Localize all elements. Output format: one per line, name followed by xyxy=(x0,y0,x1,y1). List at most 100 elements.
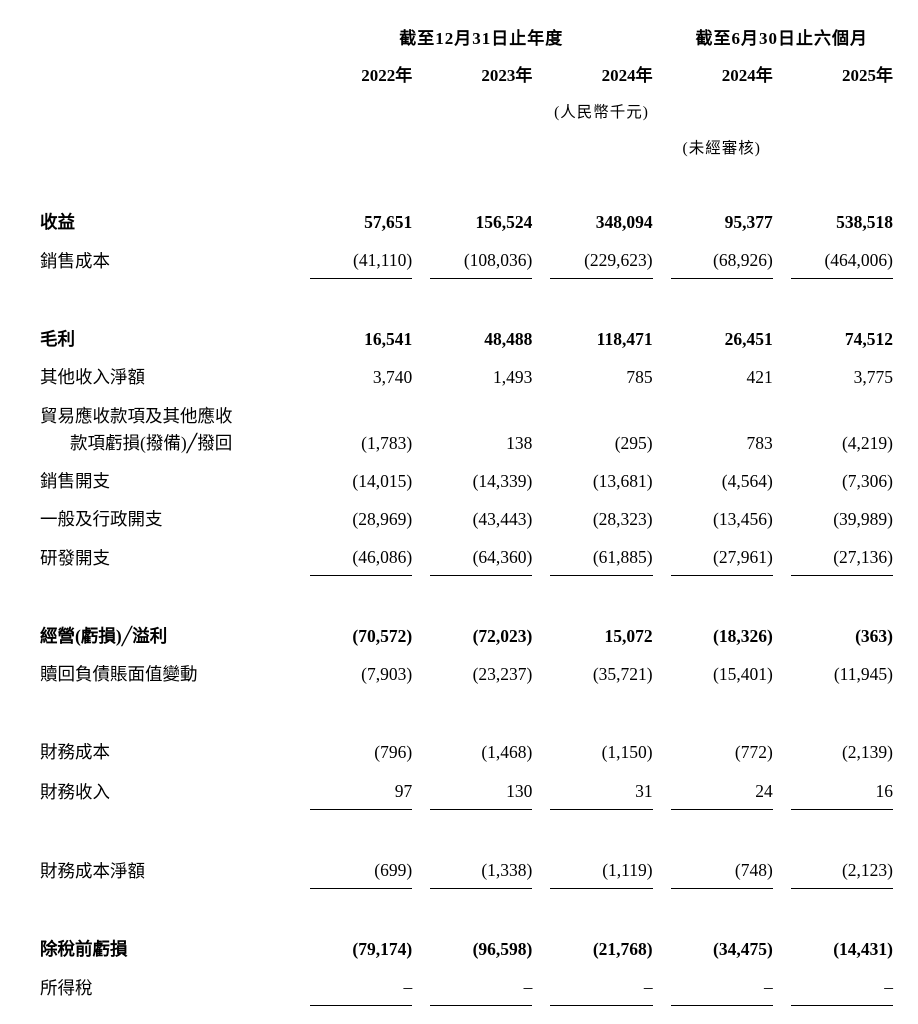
row-value: (61,885) xyxy=(550,544,653,577)
row-value: (15,401) xyxy=(713,664,773,685)
row-value: – xyxy=(430,974,533,1006)
year-header-2025-interim: 2025年 xyxy=(841,66,893,85)
row-value: (70,572) xyxy=(352,626,413,647)
row-value: 74,512 xyxy=(844,329,893,350)
row-value: – xyxy=(790,974,893,1006)
row-spacer xyxy=(40,279,893,319)
year-header-2023: 2023年 xyxy=(481,66,533,85)
row-label: 銷售成本 xyxy=(40,251,110,272)
row-value: (27,961) xyxy=(670,544,773,577)
row-value: 783 xyxy=(746,432,773,453)
table-row: 財務收入 97 130 31 24 16 xyxy=(40,771,893,810)
row-value: (4,219) xyxy=(841,432,893,453)
row-value: (28,969) xyxy=(352,508,413,529)
row-value: 16,541 xyxy=(364,329,413,350)
row-value: (748) xyxy=(670,857,773,889)
table-row: 銷售成本 (41,110) (108,036) (229,623) (68,926) (4… xyxy=(40,240,893,280)
row-value: (1,150) xyxy=(601,742,653,763)
table-row: 所得稅 – – – – – xyxy=(40,967,893,1006)
row-value: (1,783) xyxy=(361,432,413,453)
row-value: (4,564) xyxy=(721,470,773,491)
row-value: (1,119) xyxy=(550,857,653,889)
row-label: 經營(虧損)╱溢利 xyxy=(40,626,168,647)
row-value: 138 xyxy=(506,432,533,453)
row-value: (796) xyxy=(374,742,413,763)
row-value: 26,451 xyxy=(724,329,773,350)
table-row: 毛利 16,541 48,488 118,471 26,451 74,512 xyxy=(40,319,893,357)
table-body: 收益 57,651 156,524 348,094 95,377 538,518 銷售成本 (… xyxy=(40,202,893,1024)
row-value: 15,072 xyxy=(604,626,653,647)
table-row: 財務成本淨額 (699) (1,338) (1,119) (748) (2,123) xyxy=(40,850,893,889)
row-value: (108,036) xyxy=(430,247,533,280)
row-value: (14,431) xyxy=(833,938,893,959)
table-row: 銷售開支 (14,015) (14,339) (13,681) (4,564) (7,30… xyxy=(40,461,893,499)
row-label: 其他收入淨額 xyxy=(40,367,145,388)
row-value: 95,377 xyxy=(724,212,773,232)
row-value: (1,468) xyxy=(481,742,533,763)
row-value: (21,768) xyxy=(592,938,653,959)
row-value: (1,338) xyxy=(430,857,533,889)
row-label: 研發開支 xyxy=(40,548,110,568)
row-label: 銷售開支 xyxy=(40,470,110,491)
row-value: – xyxy=(670,974,773,1006)
row-spacer xyxy=(40,692,893,732)
row-value: (96,598) xyxy=(472,938,533,959)
row-value: 118,471 xyxy=(596,329,653,350)
row-value: (295) xyxy=(614,432,653,453)
row-value: (2,123) xyxy=(790,857,893,889)
row-value: 130 xyxy=(430,778,533,810)
row-value: (464,006) xyxy=(790,247,893,280)
table-header: 截至12月31日止年度 截至6月30日止六個月 2022年 2023年 2024… xyxy=(40,24,893,158)
row-value: 3,740 xyxy=(372,367,413,388)
row-value: (41,110) xyxy=(310,247,413,280)
table-row: 其他收入淨額 3,740 1,493 785 421 3,775 xyxy=(40,357,893,395)
row-value: (18,326) xyxy=(713,626,773,647)
row-value: (28,323) xyxy=(592,508,653,529)
table-row: 贖回負債賬面值變動 (7,903) (23,237) (35,721) (15,401)… xyxy=(40,654,893,692)
period-group-interim: 截至6月30日止六個月 xyxy=(695,29,869,48)
row-spacer xyxy=(40,810,893,850)
row-value: 421 xyxy=(746,367,773,388)
row-label: 一般及行政開支 xyxy=(40,508,163,529)
row-value: – xyxy=(310,974,413,1006)
row-value: (13,681) xyxy=(592,470,653,491)
row-value: 1,493 xyxy=(493,367,533,388)
row-value: (72,023) xyxy=(472,626,533,647)
table-row: 貿易應收款項及其他應收 款項虧損(撥備)╱撥回 (1,783) 138 (295) 783… xyxy=(40,396,893,461)
row-value: (79,174) xyxy=(352,938,413,959)
table-row: 財務成本 (796) (1,468) (1,150) (772) (2,139) xyxy=(40,732,893,770)
row-value: (229,623) xyxy=(550,247,653,280)
row-value: (39,989) xyxy=(833,508,893,529)
table-row: 研發開支 (46,086) (64,360) (61,885) (27,961) (27,… xyxy=(40,537,893,577)
row-value: (23,237) xyxy=(472,664,533,685)
row-spacer xyxy=(40,889,893,929)
row-value: (43,443) xyxy=(472,508,533,529)
row-label: 毛利 xyxy=(40,329,75,350)
year-header-2022: 2022年 xyxy=(361,66,413,85)
row-value: (772) xyxy=(734,742,773,763)
row-value: (2,139) xyxy=(841,742,893,763)
row-value: (14,015) xyxy=(352,470,413,491)
row-value: 785 xyxy=(626,367,653,388)
row-spacer xyxy=(40,576,893,616)
row-label: 財務收入 xyxy=(40,781,110,802)
row-value: (27,136) xyxy=(790,544,893,577)
row-label: 贖回負債賬面值變動 xyxy=(40,664,198,685)
row-value: 31 xyxy=(550,778,653,810)
row-value: – xyxy=(550,974,653,1006)
unaudited-note: (未經審核) xyxy=(682,140,761,157)
row-value: 16 xyxy=(790,778,893,810)
row-value: 538,518 xyxy=(836,212,893,232)
table-row: 收益 57,651 156,524 348,094 95,377 538,518 xyxy=(40,202,893,240)
row-label: 財務成本 xyxy=(40,742,110,763)
row-value: 57,651 xyxy=(364,212,413,232)
row-value: (7,306) xyxy=(841,470,893,491)
row-value: (7,903) xyxy=(361,664,413,685)
row-value: (68,926) xyxy=(670,247,773,280)
table-row: 除稅前虧損 (79,174) (96,598) (21,768) (34,475) (14… xyxy=(40,929,893,967)
row-value: 348,094 xyxy=(595,212,653,232)
row-label: 貿易應收款項及其他應收 款項虧損(撥備)╱撥回 xyxy=(40,405,233,453)
row-spacer xyxy=(40,1006,893,1024)
row-value: (46,086) xyxy=(310,544,413,577)
